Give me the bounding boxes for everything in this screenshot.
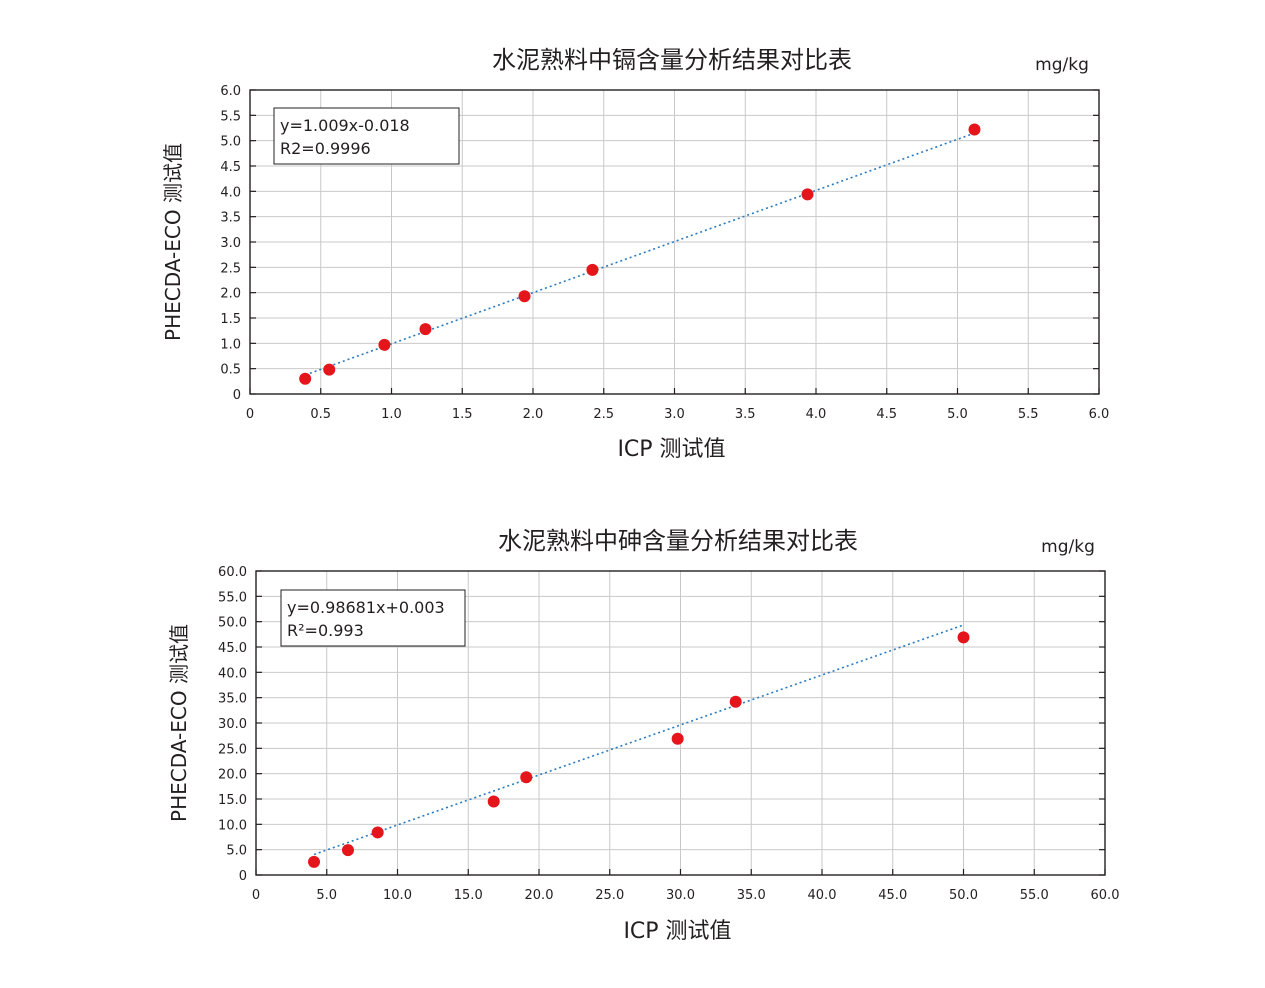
data-point xyxy=(729,695,742,708)
x-tick-label: 5.5 xyxy=(1018,407,1039,422)
x-tick-label: 1.5 xyxy=(452,407,473,422)
x-tick-label: 4.5 xyxy=(876,407,897,422)
y-tick-label: 5.0 xyxy=(226,844,247,859)
y-tick-label: 6.0 xyxy=(220,84,241,99)
data-point xyxy=(341,844,354,857)
x-tick-label: 3.5 xyxy=(735,407,756,422)
y-tick-label: 3.5 xyxy=(220,211,241,226)
data-point xyxy=(308,855,321,868)
data-point xyxy=(671,732,684,745)
y-tick-label: 4.0 xyxy=(220,185,241,200)
x-tick-label: 25.0 xyxy=(595,888,624,903)
unit-label: mg/kg xyxy=(1035,55,1089,75)
y-tick-label: 55.0 xyxy=(218,590,247,605)
data-point xyxy=(371,826,384,839)
y-tick-label: 10.0 xyxy=(218,818,247,833)
x-tick-label: 20.0 xyxy=(525,888,554,903)
data-point xyxy=(586,263,599,276)
x-tick-label: 1.0 xyxy=(381,407,402,422)
chart-title: 水泥熟料中镉含量分析结果对比表 xyxy=(492,46,852,74)
chart-2: 水泥熟料中砷含量分析结果对比表 mg/kg 0 5.0 10.0 15.0 20.0 25.0… xyxy=(167,527,1119,944)
y-tick-label: 35.0 xyxy=(218,692,247,707)
y-tick-label: 5.5 xyxy=(220,109,241,124)
data-point xyxy=(323,363,336,376)
x-tick-label: 60.0 xyxy=(1091,888,1120,903)
data-point xyxy=(299,372,312,385)
x-tick-label: 2.0 xyxy=(523,407,544,422)
y-tick-label: 2.5 xyxy=(220,261,241,276)
x-tick-label: 50.0 xyxy=(949,888,978,903)
y-tick-label: 0 xyxy=(239,869,247,884)
data-point xyxy=(487,795,500,808)
data-point xyxy=(968,123,981,136)
x-tick-label: 3.0 xyxy=(664,407,685,422)
y-axis-label: PHECDA-ECO 测试值 xyxy=(161,143,185,341)
x-tick-label: 5.0 xyxy=(947,407,968,422)
x-tick-label: 10.0 xyxy=(383,888,412,903)
x-tick-label: 2.5 xyxy=(593,407,614,422)
data-point xyxy=(378,338,391,351)
x-tick-label: 35.0 xyxy=(737,888,766,903)
x-tick-label: 40.0 xyxy=(808,888,837,903)
x-tick-label: 5.0 xyxy=(316,888,337,903)
y-tick-label: 20.0 xyxy=(218,768,247,783)
y-tick-label: 0 xyxy=(233,388,241,403)
y-tick-label: 40.0 xyxy=(218,666,247,681)
y-tick-label: 0.5 xyxy=(220,363,241,378)
y-tick-label: 60.0 xyxy=(218,565,247,580)
x-tick-label: 4.0 xyxy=(806,407,827,422)
x-tick-label: 0.5 xyxy=(310,407,331,422)
x-tick-label: 0 xyxy=(252,888,260,903)
data-point xyxy=(419,323,432,336)
unit-label: mg/kg xyxy=(1041,537,1095,557)
x-tick-label: 30.0 xyxy=(666,888,695,903)
chart-1: 水泥熟料中镉含量分析结果对比表 mg/kg 0 0.5 1.0 1.5 2.0 2.5 3.0 3… xyxy=(161,46,1109,462)
y-tick-label: 50.0 xyxy=(218,616,247,631)
y-tick-label: 1.5 xyxy=(220,312,241,327)
legend-text: y=1.009x-0.018 xyxy=(280,116,410,135)
legend-box xyxy=(273,107,460,165)
chart-title: 水泥熟料中砷含量分析结果对比表 xyxy=(498,527,858,555)
x-tick-label: 6.0 xyxy=(1089,407,1110,422)
trend-line xyxy=(313,624,964,856)
y-tick-label: 45.0 xyxy=(218,641,247,656)
y-tick-label: 5.0 xyxy=(220,135,241,150)
x-tick-label: 15.0 xyxy=(454,888,483,903)
legend-box xyxy=(280,589,466,647)
data-point xyxy=(801,188,814,201)
y-tick-label: 4.5 xyxy=(220,160,241,175)
legend-text: R²=0.993 xyxy=(287,621,364,640)
y-axis-label: PHECDA-ECO 测试值 xyxy=(167,624,191,822)
data-point xyxy=(957,631,970,644)
legend-text: R2=0.9996 xyxy=(280,139,371,158)
y-tick-label: 3.0 xyxy=(220,236,241,251)
y-tick-label: 30.0 xyxy=(218,717,247,732)
x-axis-label: ICP 测试值 xyxy=(623,919,731,944)
y-tick-label: 1.0 xyxy=(220,337,241,352)
x-tick-label: 55.0 xyxy=(1020,888,1049,903)
legend-text: y=0.98681x+0.003 xyxy=(287,598,445,617)
trend-line xyxy=(304,132,975,376)
x-tick-label: 0 xyxy=(246,407,254,422)
x-tick-label: 45.0 xyxy=(878,888,907,903)
x-axis-label: ICP 测试值 xyxy=(617,437,725,462)
y-tick-label: 15.0 xyxy=(218,793,247,808)
data-point xyxy=(518,290,531,303)
y-tick-label: 25.0 xyxy=(218,742,247,757)
y-tick-label: 2.0 xyxy=(220,287,241,302)
data-point xyxy=(520,771,533,784)
